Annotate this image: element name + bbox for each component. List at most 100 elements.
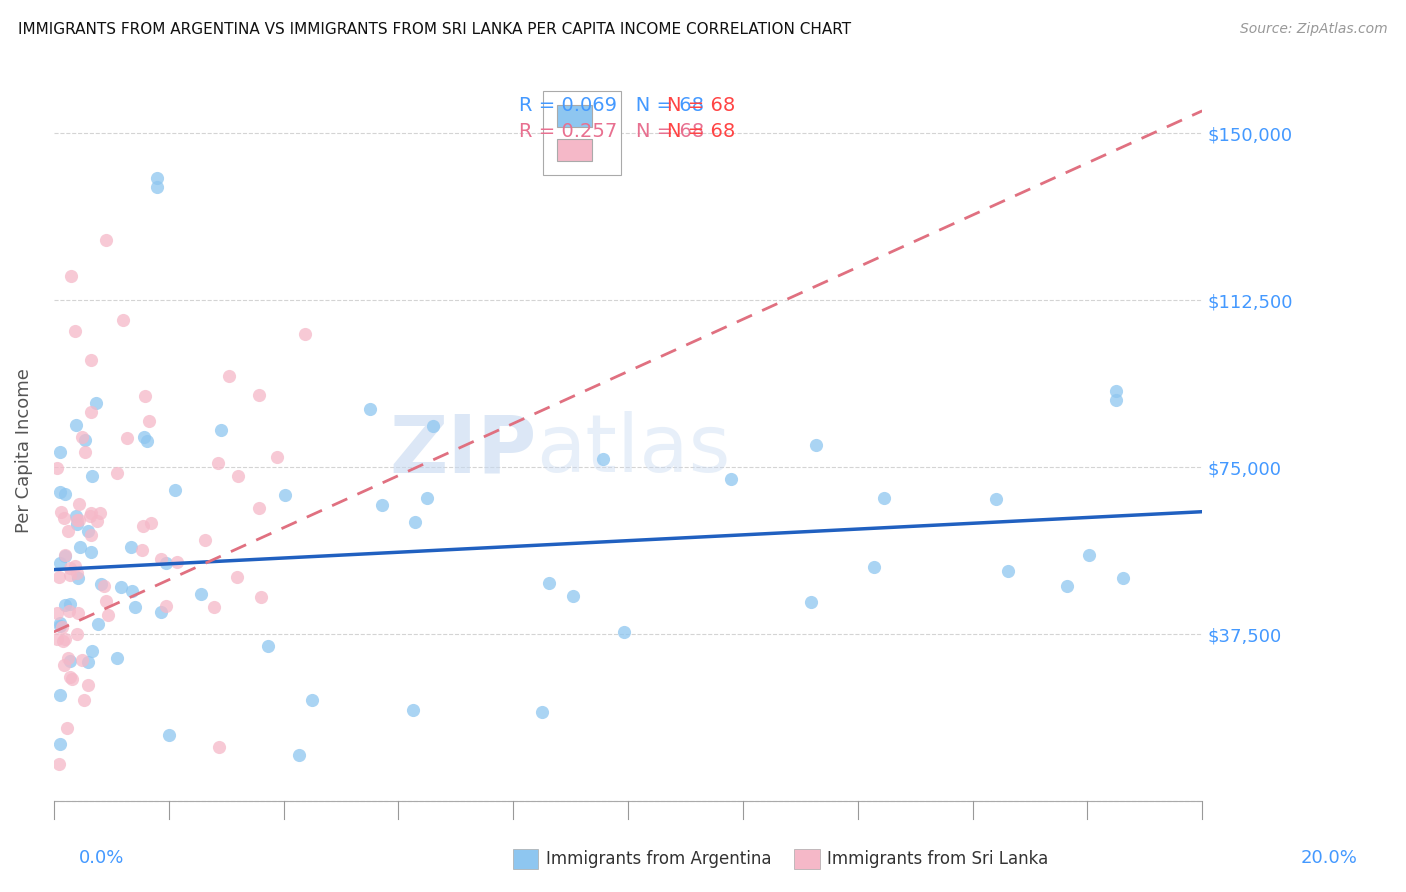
Point — [266, 450, 288, 464]
Text: R = 0.257   N = 68: R = 0.257 N = 68 — [519, 121, 704, 141]
Point — [111, 313, 134, 327]
Point — [194, 533, 217, 547]
Point — [105, 651, 128, 665]
Point — [257, 639, 280, 653]
Point — [48, 619, 70, 633]
Point — [53, 548, 76, 562]
Point — [79, 404, 101, 418]
Point — [105, 467, 128, 481]
Point — [66, 566, 89, 580]
Point — [67, 513, 90, 527]
Point — [155, 599, 177, 614]
Point — [69, 497, 91, 511]
Point — [93, 579, 115, 593]
Point — [75, 433, 97, 447]
Point — [613, 624, 636, 639]
Point — [45, 606, 67, 620]
Point — [166, 555, 188, 569]
Point — [82, 644, 104, 658]
Point — [48, 738, 70, 752]
Point — [115, 432, 138, 446]
Point — [138, 414, 160, 428]
Point — [202, 600, 225, 615]
Point — [984, 492, 1007, 507]
Point — [561, 589, 583, 603]
Point — [60, 672, 83, 686]
Point — [58, 650, 80, 665]
Text: atlas: atlas — [536, 411, 731, 490]
Point — [190, 587, 212, 601]
Point — [59, 654, 82, 668]
Point — [59, 670, 82, 684]
Point — [87, 617, 110, 632]
Text: 0.0%: 0.0% — [79, 849, 124, 867]
Point — [63, 558, 86, 573]
Point — [46, 632, 69, 646]
Point — [45, 461, 67, 475]
Point — [65, 513, 87, 527]
Text: Source: ZipAtlas.com: Source: ZipAtlas.com — [1240, 22, 1388, 37]
Point — [59, 597, 82, 611]
Point — [1112, 572, 1135, 586]
Point — [121, 583, 143, 598]
Point — [720, 472, 742, 486]
Point — [146, 170, 169, 185]
Point — [69, 540, 91, 554]
Point — [51, 620, 73, 634]
Text: N = 68: N = 68 — [666, 95, 735, 114]
Point — [75, 445, 97, 459]
Point — [80, 506, 103, 520]
Text: N = 68: N = 68 — [666, 121, 735, 141]
Point — [530, 705, 553, 719]
Point — [165, 483, 187, 497]
Point — [134, 388, 156, 402]
Point — [53, 599, 76, 613]
Point — [157, 727, 180, 741]
Point — [209, 423, 232, 437]
Point — [48, 688, 70, 702]
Point — [65, 324, 87, 338]
Point — [873, 491, 896, 505]
Point — [1077, 549, 1099, 563]
Point — [1056, 579, 1078, 593]
Text: Immigrants from Sri Lanka: Immigrants from Sri Lanka — [827, 850, 1047, 868]
Point — [53, 487, 76, 501]
Point — [226, 570, 249, 584]
Point — [207, 456, 229, 470]
Point — [149, 552, 172, 566]
Text: 20.0%: 20.0% — [1301, 849, 1357, 867]
Point — [124, 599, 146, 614]
Point — [149, 605, 172, 619]
Point — [77, 524, 100, 538]
Point — [70, 430, 93, 444]
Point — [416, 491, 439, 506]
Point — [800, 594, 823, 608]
Point — [49, 505, 72, 519]
Text: R = 0.069   N = 68: R = 0.069 N = 68 — [519, 95, 704, 114]
Point — [59, 567, 82, 582]
Point — [58, 604, 80, 618]
Point — [592, 451, 614, 466]
Point — [804, 438, 827, 452]
Point — [359, 402, 381, 417]
Point — [66, 626, 89, 640]
Point — [139, 516, 162, 531]
Point — [60, 268, 83, 283]
Point — [52, 634, 75, 648]
Point — [538, 576, 561, 591]
Point — [404, 515, 426, 529]
Point — [249, 388, 271, 402]
Point — [94, 594, 117, 608]
Point — [66, 606, 89, 620]
Point — [70, 653, 93, 667]
Point — [132, 519, 155, 533]
Point — [110, 580, 132, 594]
Point — [1105, 384, 1128, 399]
Point — [89, 507, 111, 521]
Point — [97, 607, 120, 622]
Point — [1105, 393, 1128, 408]
Point — [56, 721, 79, 735]
Point — [48, 556, 70, 570]
Point — [301, 692, 323, 706]
Point — [294, 326, 316, 341]
